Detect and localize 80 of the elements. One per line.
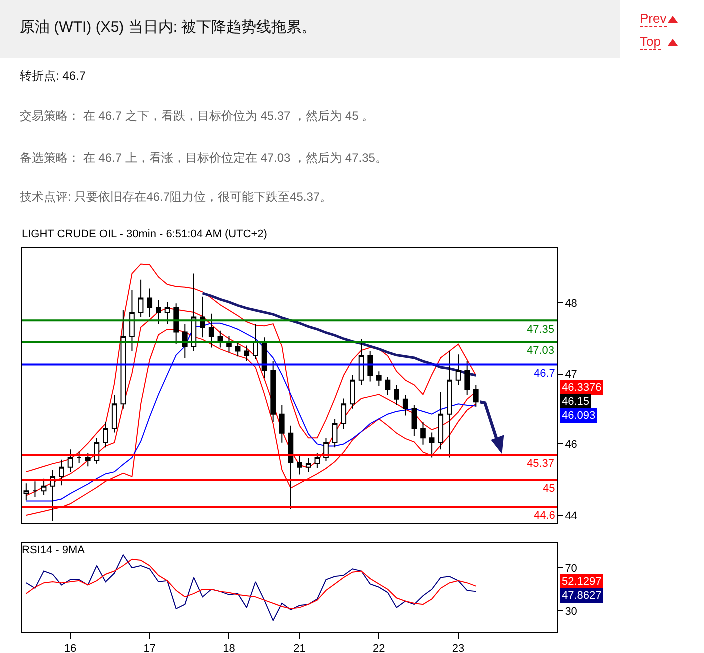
text: 备选策略： 在 46.7 上，看涨，目标价位定在 47.03 ，然后为 47.35。 bbox=[20, 150, 388, 167]
candlestick bbox=[130, 290, 135, 352]
candlestick bbox=[138, 279, 144, 318]
y-tick-label: 70 bbox=[565, 562, 578, 575]
x-tick-label: 23 bbox=[452, 643, 465, 653]
candlestick bbox=[103, 422, 108, 448]
candlestick bbox=[182, 324, 188, 358]
candlestick bbox=[314, 452, 320, 468]
candlestick bbox=[208, 313, 214, 348]
x-tick-label: 22 bbox=[373, 643, 386, 653]
candlestick bbox=[244, 345, 250, 362]
candlestick bbox=[270, 360, 276, 424]
candlestick bbox=[288, 425, 294, 510]
candlestick bbox=[420, 422, 426, 446]
x-tick-label: 21 bbox=[294, 643, 306, 653]
candlestick bbox=[350, 374, 356, 410]
y-tick-label: 30 bbox=[565, 606, 578, 618]
ref-line-label: 46.7 bbox=[534, 368, 556, 380]
candlestick bbox=[235, 340, 241, 358]
candlestick bbox=[376, 371, 382, 388]
candlestick bbox=[279, 405, 285, 444]
text: 转折点: 46.7 bbox=[20, 68, 86, 85]
candlestick bbox=[41, 478, 47, 496]
candlestick bbox=[218, 330, 224, 348]
text: 46.093 bbox=[562, 410, 596, 422]
ref-line-label: 45.37 bbox=[527, 458, 555, 470]
text: 交易策略： 在 46.7 之下，看跌，目标价位为 45.37 ，然后为 45 。 bbox=[20, 108, 374, 125]
candlestick bbox=[24, 483, 30, 502]
candlestick bbox=[59, 459, 64, 486]
text: 原油 (WTI) (X5) 当日内: 被下降趋势线拖累。 bbox=[20, 18, 317, 37]
candlestick bbox=[394, 384, 400, 406]
text: 技术点评: 只要依旧存在46.7阻力位，很可能下跌至45.37。 bbox=[20, 189, 332, 206]
candlestick bbox=[412, 405, 418, 437]
text: Top bbox=[640, 34, 661, 50]
candlestick bbox=[120, 310, 126, 410]
chart-title: RSI14 - 9MA bbox=[22, 544, 86, 557]
y-tick-label: 47 bbox=[565, 369, 578, 382]
candlestick bbox=[112, 394, 118, 434]
candlestick bbox=[474, 384, 479, 408]
candlestick bbox=[341, 398, 347, 430]
ref-line-label: 47.35 bbox=[527, 324, 555, 336]
candlestick bbox=[164, 302, 170, 325]
candlestick bbox=[297, 456, 302, 476]
text: 46.15 bbox=[562, 396, 590, 408]
candlestick bbox=[32, 481, 38, 498]
x-tick-label: 18 bbox=[223, 643, 236, 653]
ref-line-label: 47.03 bbox=[527, 345, 555, 357]
candlestick bbox=[438, 391, 444, 450]
ref-line-label: 44.6 bbox=[534, 510, 556, 522]
candlestick bbox=[156, 300, 162, 325]
y-tick-label: 44 bbox=[565, 510, 578, 522]
candlestick bbox=[85, 452, 91, 468]
candlestick bbox=[306, 458, 312, 473]
candlestick bbox=[429, 432, 435, 458]
candlestick bbox=[68, 449, 74, 473]
candlestick bbox=[447, 350, 452, 458]
candlestick bbox=[456, 354, 462, 386]
candlestick bbox=[402, 394, 408, 416]
y-tick-label: 48 bbox=[565, 298, 578, 310]
y-tick-label: 46 bbox=[565, 439, 578, 452]
candlestick bbox=[358, 338, 364, 386]
candlestick bbox=[385, 376, 391, 396]
x-tick-label: 16 bbox=[64, 643, 77, 653]
ref-line-label: 45 bbox=[543, 483, 556, 495]
candlestick bbox=[253, 324, 258, 360]
candlestick bbox=[368, 350, 373, 382]
text: 52.1297 bbox=[562, 576, 602, 588]
candlestick bbox=[332, 418, 338, 448]
candlestick bbox=[174, 303, 179, 345]
x-tick-label: 17 bbox=[144, 643, 156, 653]
line-series bbox=[26, 558, 477, 610]
candlestick bbox=[147, 288, 153, 318]
text: Prev bbox=[640, 11, 667, 27]
candlestick bbox=[464, 360, 470, 396]
line-series bbox=[26, 554, 477, 622]
candlestick bbox=[76, 451, 82, 464]
text: 47.8627 bbox=[562, 590, 602, 602]
candlestick bbox=[50, 470, 56, 522]
text: 46.3376 bbox=[562, 382, 602, 394]
chart-title: LIGHT CRUDE OIL - 30min - 6:51:04 AM (UTC+2) bbox=[22, 228, 268, 241]
